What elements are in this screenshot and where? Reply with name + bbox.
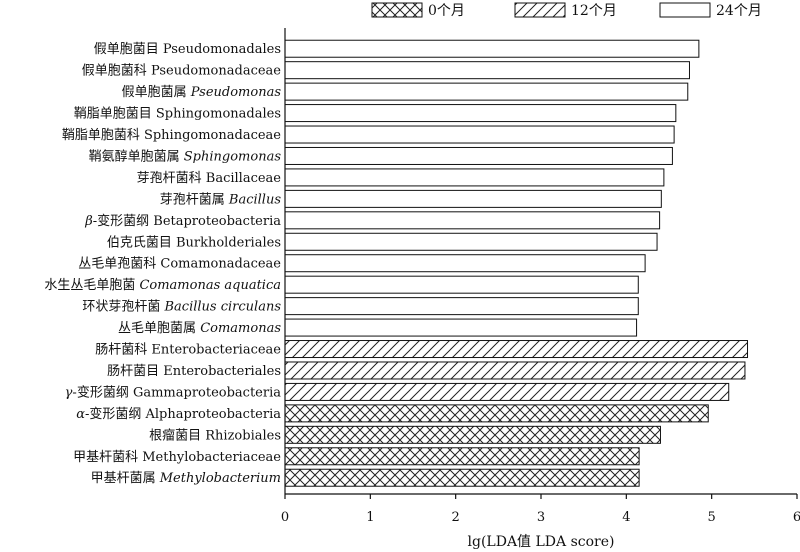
legend-swatch-1 bbox=[514, 2, 566, 18]
bar-label-17: α-变形菌纲 Alphaproteobacteria bbox=[76, 406, 281, 422]
bar-2 bbox=[284, 82, 689, 101]
bar-6 bbox=[284, 168, 665, 187]
bar-19 bbox=[284, 447, 640, 466]
bar-label-16: γ-变形菌纲 Gammaproteobacteria bbox=[65, 384, 282, 400]
bar-label-14: 肠杆菌科 Enterobacteriaceae bbox=[95, 343, 281, 358]
bar-label-1: 假单胞菌科 Pseudomonadaceae bbox=[82, 64, 281, 79]
bar-label-3: 鞘脂单胞菌目 Sphingomonadales bbox=[74, 107, 281, 122]
bar-13 bbox=[284, 318, 638, 337]
bar-7 bbox=[284, 189, 662, 208]
bar-label-7: 芽孢杆菌属 Bacillus bbox=[160, 192, 282, 207]
x-tick-label-5: 5 bbox=[708, 510, 716, 525]
bar-label-19: 甲基杆菌科 Methylobacteriaceae bbox=[73, 450, 281, 465]
bar-16 bbox=[284, 382, 730, 401]
bar-label-5: 鞘氨醇单胞菌属 Sphingomonas bbox=[89, 148, 282, 164]
legend-swatch-0 bbox=[371, 2, 423, 18]
bar-5 bbox=[284, 146, 673, 165]
bar-label-6: 芽孢杆菌科 Bacillaceae bbox=[137, 171, 282, 186]
bar-11 bbox=[284, 275, 639, 294]
bar-12 bbox=[284, 297, 639, 316]
legend: 0个月 12个月 24个月 bbox=[371, 2, 762, 19]
bar-label-20: 甲基杆菌属 Methylobacterium bbox=[91, 471, 281, 486]
bar-label-15: 肠杆菌目 Enterobacteriales bbox=[107, 364, 281, 379]
x-tick-label-6: 6 bbox=[793, 510, 800, 525]
bars-group bbox=[284, 39, 749, 487]
bar-label-11: 水生丛毛单胞菌 Comamonas aquatica bbox=[44, 278, 281, 293]
x-tick-label-3: 3 bbox=[537, 510, 545, 525]
bar-4 bbox=[284, 125, 675, 144]
bar-1 bbox=[284, 61, 690, 80]
bar-labels: 假单胞菌目 Pseudomonadales 假单胞菌科 Pseudomonadac… bbox=[44, 42, 281, 486]
bar-label-12: 环状芽孢杆菌 Bacillus circulans bbox=[82, 300, 281, 315]
bar-17 bbox=[284, 404, 709, 423]
bar-label-18: 根瘤菌目 Rhizobiales bbox=[149, 427, 281, 443]
bar-10 bbox=[284, 254, 646, 273]
x-tick-label-2: 2 bbox=[452, 510, 460, 525]
bar-label-0: 假单胞菌目 Pseudomonadales bbox=[94, 42, 281, 57]
bar-label-13: 丛毛单胞菌属 Comamonas bbox=[118, 321, 281, 336]
x-axis-title: lg(LDA值 LDA score) bbox=[468, 534, 615, 550]
legend-label-1: 12个月 bbox=[571, 3, 617, 19]
bar-9 bbox=[284, 232, 658, 251]
bar-20 bbox=[284, 468, 640, 487]
bar-0 bbox=[284, 39, 700, 58]
bar-label-8: β-变形菌纲 Betaproteobacteria bbox=[84, 213, 281, 229]
legend-swatch-2 bbox=[659, 2, 711, 18]
bar-18 bbox=[284, 425, 661, 444]
legend-label-0: 0个月 bbox=[428, 3, 465, 19]
bar-label-4: 鞘脂单胞菌科 Sphingomonadaceae bbox=[62, 128, 281, 143]
x-tick-label-0: 0 bbox=[281, 510, 289, 525]
x-tick-label-1: 1 bbox=[366, 510, 374, 525]
bar-14 bbox=[284, 340, 749, 359]
bar-15 bbox=[284, 361, 746, 380]
bar-label-2: 假单胞菌属 Pseudomonas bbox=[122, 85, 282, 100]
bar-8 bbox=[284, 211, 661, 230]
bar-3 bbox=[284, 104, 677, 123]
bar-label-10: 丛毛单孢菌科 Comamonadaceae bbox=[78, 257, 281, 272]
legend-label-2: 24个月 bbox=[716, 3, 762, 19]
bar-label-9: 伯克氏菌目 Burkholderiales bbox=[107, 235, 281, 250]
x-tick-label-4: 4 bbox=[622, 510, 630, 525]
x-axis: 0 1 2 3 4 5 6 lg(LDA值 LDA score) bbox=[281, 28, 800, 550]
